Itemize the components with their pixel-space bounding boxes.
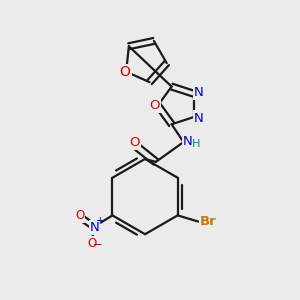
Text: Br: Br: [200, 215, 217, 228]
Text: O: O: [130, 136, 140, 148]
Text: O: O: [87, 237, 96, 250]
Text: H: H: [192, 139, 201, 149]
Text: +: +: [96, 216, 105, 226]
Text: N: N: [194, 86, 204, 99]
Text: N: N: [194, 112, 204, 124]
Text: O: O: [75, 209, 84, 222]
Text: O: O: [150, 99, 160, 112]
Text: O: O: [120, 65, 130, 79]
Text: −: −: [93, 238, 103, 250]
Text: N: N: [90, 221, 100, 234]
Text: N: N: [183, 135, 192, 148]
